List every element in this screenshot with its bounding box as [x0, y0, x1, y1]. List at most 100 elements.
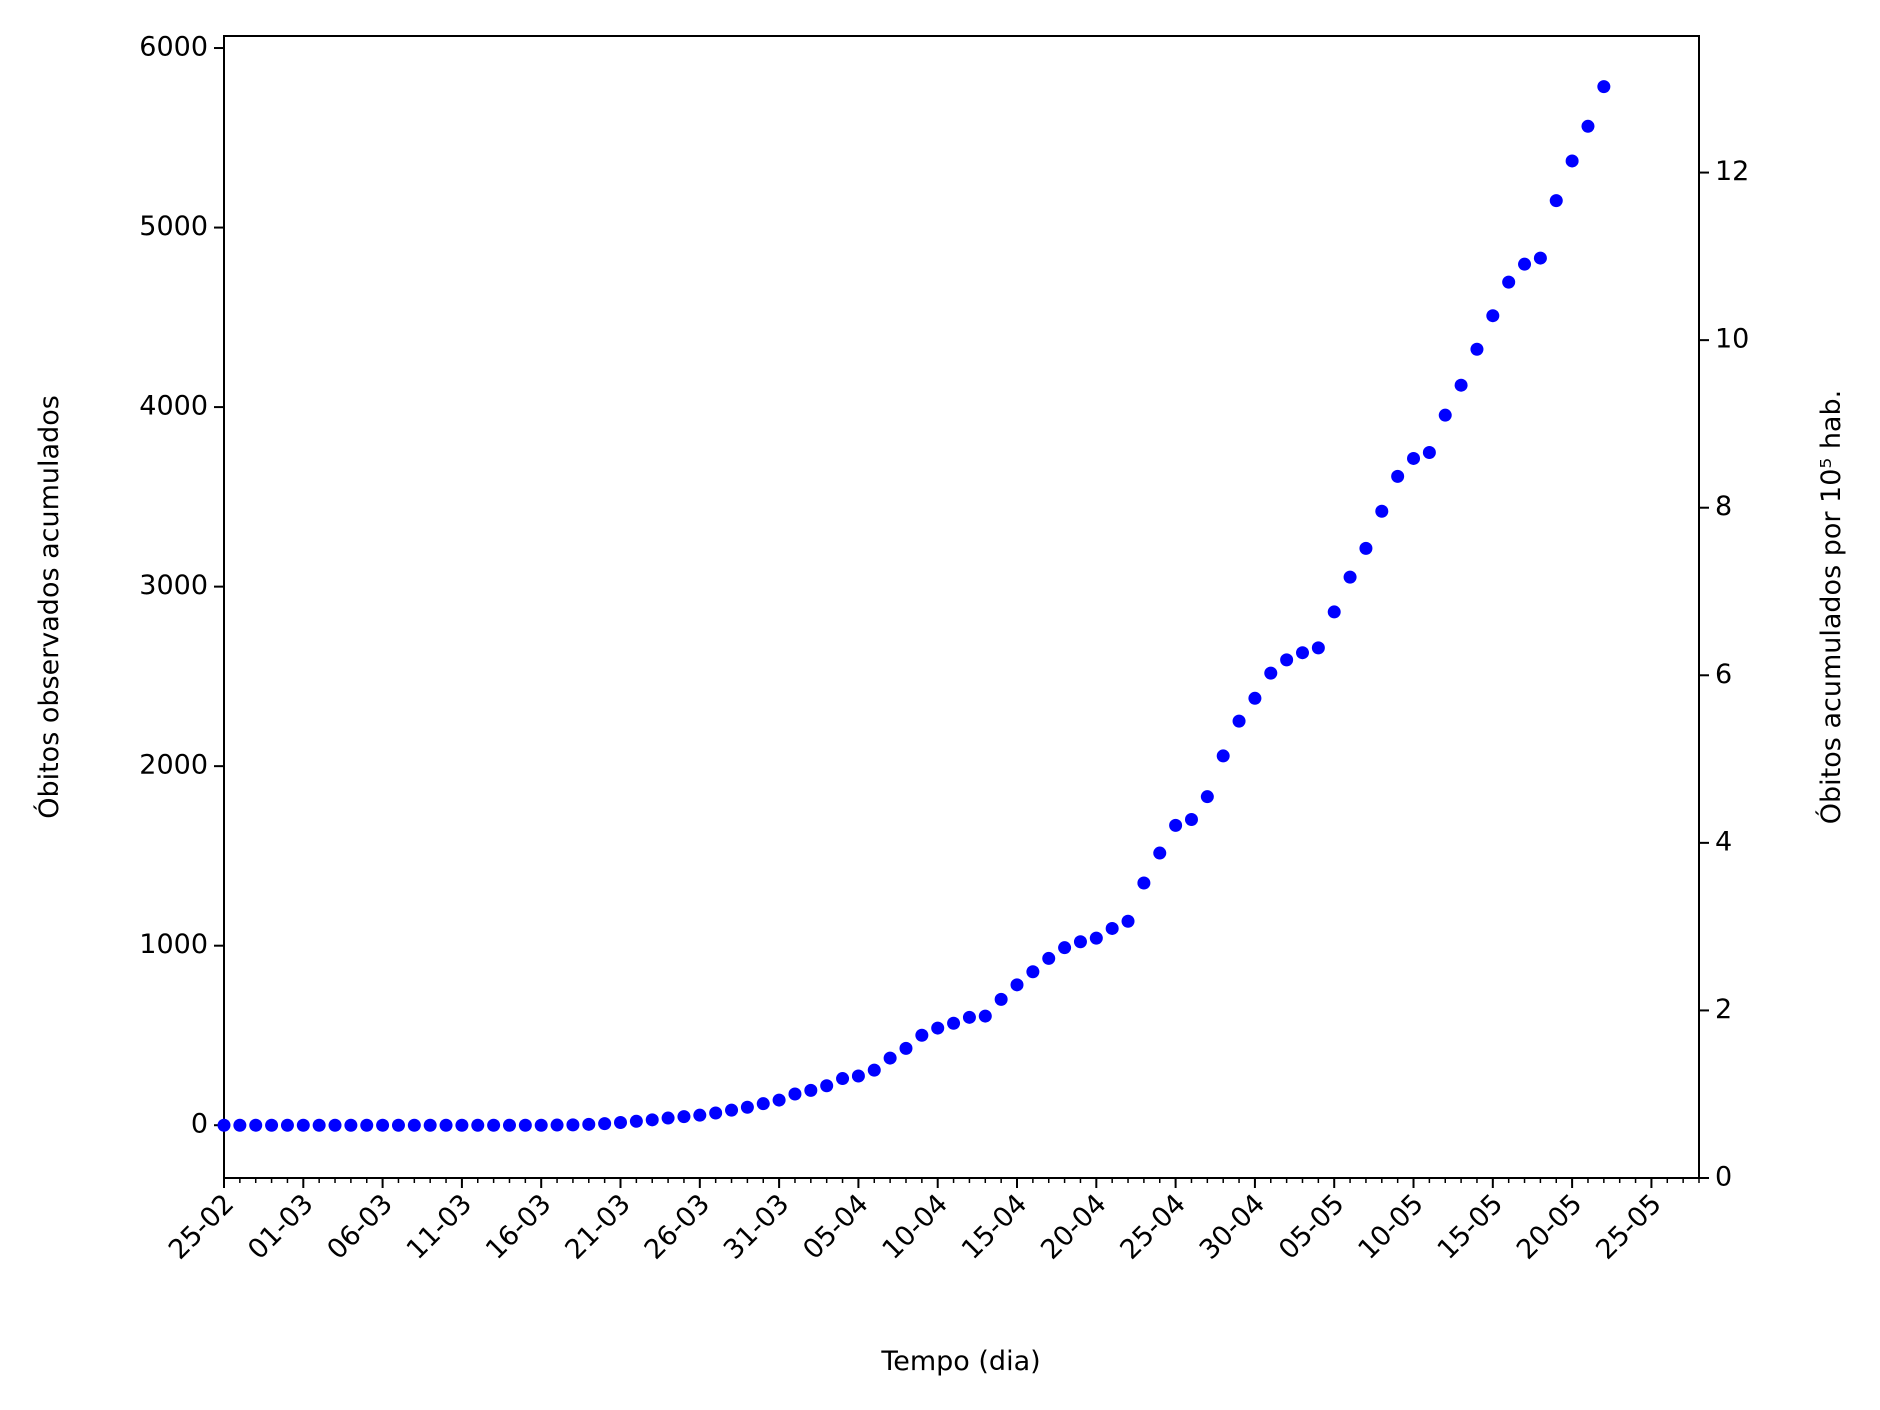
data-point: [376, 1118, 390, 1132]
data-point: [1533, 251, 1547, 265]
data-point: [455, 1118, 469, 1132]
data-point: [1311, 641, 1325, 655]
x-tick-label: 31-03: [718, 1188, 795, 1265]
data-point: [1486, 309, 1500, 323]
x-tick-label: 16-03: [480, 1188, 557, 1265]
data-point: [1518, 257, 1532, 271]
y-tick-label: 3000: [139, 570, 208, 601]
data-point: [740, 1100, 754, 1114]
data-point: [994, 992, 1008, 1006]
data-point: [233, 1118, 247, 1132]
data-point: [915, 1028, 929, 1042]
data-point: [661, 1111, 675, 1125]
data-point: [1010, 978, 1024, 992]
x-tick-label: 05-05: [1273, 1188, 1350, 1265]
data-point: [1327, 605, 1341, 619]
data-point: [1264, 666, 1278, 680]
data-point: [1280, 653, 1294, 667]
data-point: [1581, 119, 1595, 133]
data-point: [1454, 378, 1468, 392]
data-point: [1438, 408, 1452, 422]
y2-tick-label: 10: [1715, 324, 1749, 355]
data-point: [296, 1118, 310, 1132]
x-tick-label: 06-03: [321, 1188, 398, 1265]
x-tick-label: 15-05: [1432, 1188, 1509, 1265]
y2-tick-label: 8: [1715, 491, 1732, 522]
data-point: [566, 1118, 580, 1132]
data-point: [471, 1118, 485, 1132]
data-point: [328, 1118, 342, 1132]
x-tick-label: 10-04: [877, 1188, 954, 1265]
data-point: [1565, 154, 1579, 168]
x-axis-label: Tempo (dia): [880, 1346, 1040, 1377]
data-point: [1232, 714, 1246, 728]
data-point: [1295, 646, 1309, 660]
data-point: [1026, 965, 1040, 979]
y-tick-label: 2000: [139, 750, 208, 781]
data-point: [1105, 921, 1119, 935]
data-point: [820, 1079, 834, 1093]
plot-frame: [223, 35, 1700, 1179]
y-tick-label: 4000: [139, 391, 208, 422]
data-point: [1089, 931, 1103, 945]
y2-axis-label: Óbitos acumulados por 10⁵ hab.: [1815, 390, 1847, 824]
x-tick-label: 20-04: [1035, 1188, 1112, 1265]
x-tick-label: 25-05: [1590, 1188, 1667, 1265]
data-point: [725, 1103, 739, 1117]
data-point: [1184, 812, 1198, 826]
x-tick-label: 05-04: [797, 1188, 874, 1265]
data-point: [423, 1118, 437, 1132]
data-point: [1407, 451, 1421, 465]
data-point: [360, 1118, 374, 1132]
data-point: [1073, 935, 1087, 949]
data-point: [772, 1093, 786, 1107]
data-point: [550, 1118, 564, 1132]
x-tick-label: 21-03: [559, 1188, 636, 1265]
data-point: [1169, 818, 1183, 832]
data-point: [1216, 749, 1230, 763]
data-point: [1042, 951, 1056, 965]
y2-tick-label: 12: [1715, 156, 1749, 187]
x-tick-label: 20-05: [1511, 1188, 1588, 1265]
data-point: [439, 1118, 453, 1132]
data-point: [1549, 194, 1563, 208]
x-tick-label: 30-04: [1194, 1188, 1271, 1265]
y-tick-label: 0: [191, 1109, 208, 1140]
data-point: [249, 1118, 263, 1132]
x-tick-label: 25-02: [163, 1188, 240, 1265]
data-point: [487, 1118, 501, 1132]
data-point: [1375, 504, 1389, 518]
x-tick-label: 26-03: [639, 1188, 716, 1265]
data-point: [788, 1087, 802, 1101]
data-point: [391, 1118, 405, 1132]
data-point: [1121, 914, 1135, 928]
data-point: [598, 1117, 612, 1131]
data-point: [836, 1072, 850, 1086]
data-point: [502, 1118, 516, 1132]
x-tick-label: 11-03: [401, 1188, 478, 1265]
data-point: [645, 1113, 659, 1127]
data-point: [867, 1063, 881, 1077]
data-point: [344, 1118, 358, 1132]
x-tick-label: 01-03: [242, 1188, 319, 1265]
data-point: [1470, 342, 1484, 356]
data-point: [931, 1021, 945, 1035]
data-point: [407, 1118, 421, 1132]
data-point: [614, 1116, 628, 1130]
y-tick-label: 1000: [139, 929, 208, 960]
y-tick-label: 6000: [139, 32, 208, 63]
data-point: [1137, 876, 1151, 890]
data-point: [1248, 691, 1262, 705]
data-point: [582, 1117, 596, 1131]
data-point: [962, 1010, 976, 1024]
data-point: [1502, 275, 1516, 289]
data-point: [899, 1041, 913, 1055]
data-point: [265, 1118, 279, 1132]
data-point: [1153, 846, 1167, 860]
y2-tick-label: 0: [1715, 1162, 1732, 1193]
y2-tick-label: 2: [1715, 994, 1732, 1025]
data-point: [947, 1016, 961, 1030]
data-point: [1343, 570, 1357, 584]
x-tick-label: 25-04: [1114, 1188, 1191, 1265]
